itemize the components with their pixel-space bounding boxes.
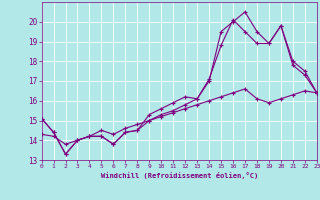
- X-axis label: Windchill (Refroidissement éolien,°C): Windchill (Refroidissement éolien,°C): [100, 172, 258, 179]
